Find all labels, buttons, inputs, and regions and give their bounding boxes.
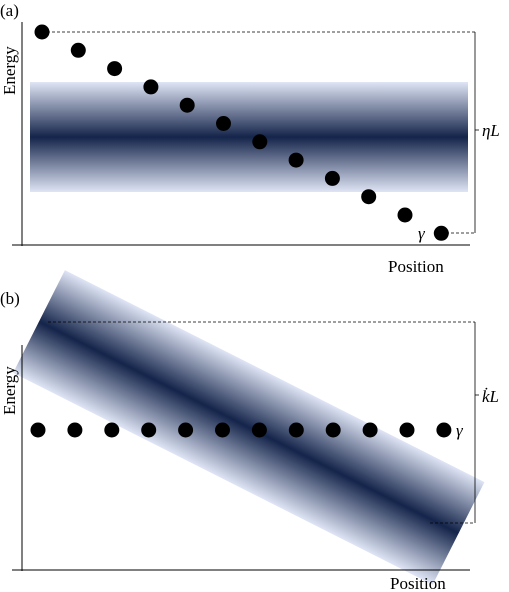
- gap-label: γ: [418, 224, 426, 243]
- site: [141, 422, 157, 438]
- y-axis-label: Energy: [0, 366, 19, 415]
- y-axis-label: Energy: [0, 46, 19, 95]
- site: [67, 422, 83, 438]
- site: [252, 134, 268, 150]
- site: [143, 79, 159, 95]
- panel-b: (b) Energy Position k̇L γ: [0, 270, 499, 592]
- dots: [34, 24, 449, 241]
- panel-a: (a) Energy Position ηL γ: [0, 1, 500, 276]
- site: [325, 422, 341, 438]
- site: [399, 422, 415, 438]
- site: [178, 422, 194, 438]
- site: [251, 422, 267, 438]
- site: [216, 116, 231, 131]
- site: [433, 225, 449, 241]
- panel-label: (b): [0, 289, 20, 308]
- band: [30, 82, 468, 192]
- span-label: k̇L: [482, 387, 499, 406]
- site: [362, 422, 378, 438]
- site: [179, 97, 195, 113]
- site: [34, 24, 50, 40]
- site: [104, 422, 120, 438]
- span-label: ηL: [482, 121, 500, 140]
- site: [324, 170, 340, 186]
- site: [436, 422, 452, 438]
- site: [397, 207, 413, 223]
- site: [361, 189, 377, 205]
- site: [107, 61, 123, 77]
- site: [288, 152, 304, 168]
- panel-label: (a): [0, 1, 19, 20]
- site: [215, 422, 230, 438]
- site: [288, 422, 304, 438]
- x-axis-label: Position: [388, 257, 444, 276]
- site: [30, 422, 46, 438]
- band: [13, 270, 485, 585]
- x-axis-label: Position: [390, 574, 446, 592]
- gap-label: γ: [456, 421, 464, 440]
- site: [70, 42, 86, 58]
- dots: [30, 422, 452, 438]
